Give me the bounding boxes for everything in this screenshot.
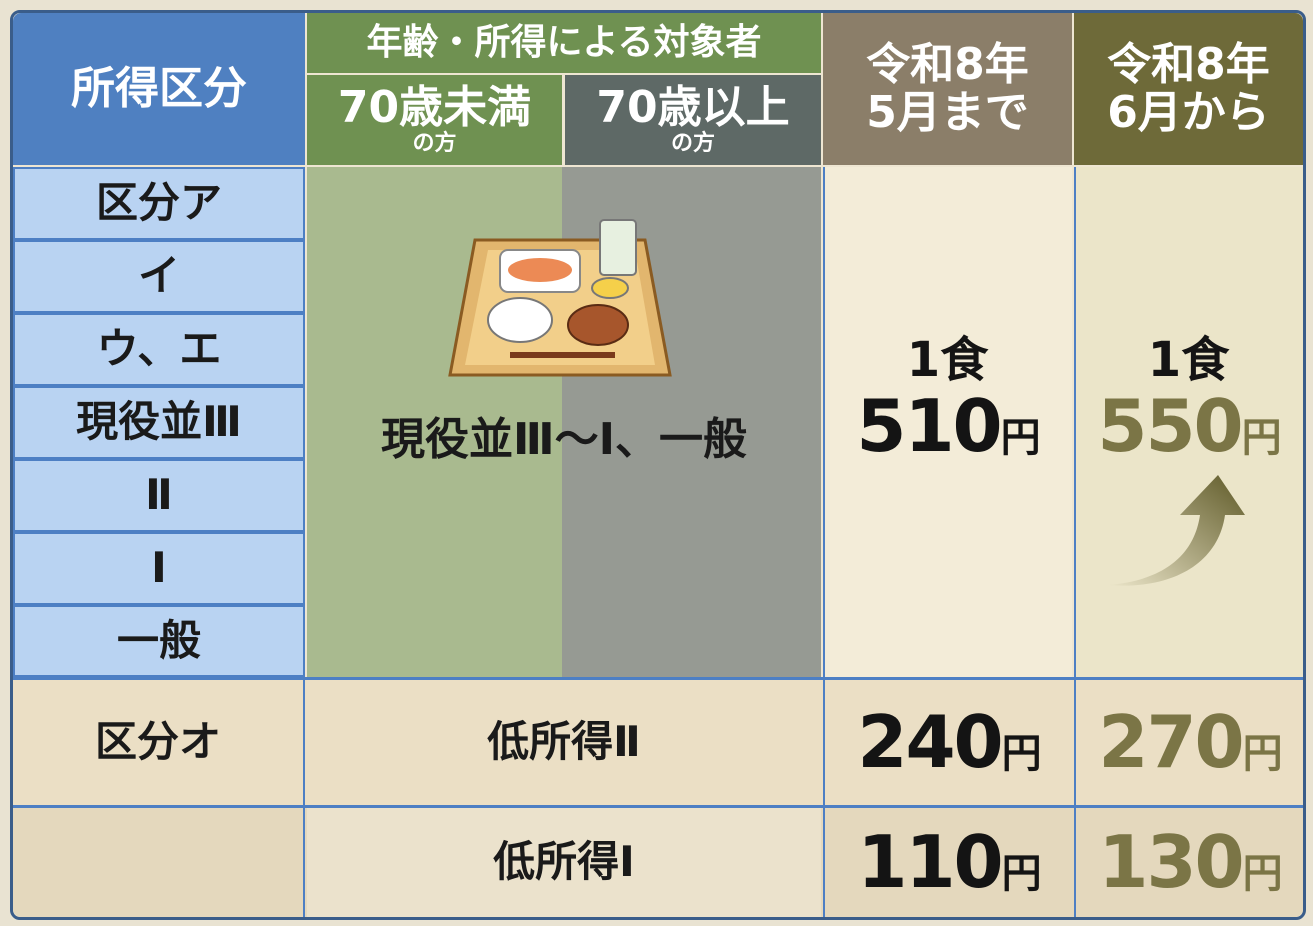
class-cell: Ⅰ <box>13 532 305 605</box>
class-text: Ⅱ <box>145 470 173 520</box>
row-bg <box>13 677 1303 805</box>
cell-bg <box>1074 167 1303 677</box>
class-cell: イ <box>13 240 305 313</box>
header-text: 5月まで <box>866 87 1029 138</box>
header-text: 年齢・所得による対象者 <box>366 22 762 64</box>
per-meal: 1食 <box>1147 332 1230 388</box>
header-cell: 令和8年 6月から <box>1074 13 1303 165</box>
class-cell: ウ、エ <box>13 313 305 386</box>
unit: 円 <box>1242 730 1283 777</box>
class-text: 一般 <box>116 615 201 665</box>
header-cell: 令和8年 5月まで <box>823 13 1072 165</box>
target-text: 低所得Ⅰ <box>493 837 635 887</box>
amount: 240 <box>857 699 1003 784</box>
header-text: 令和8年 <box>866 38 1029 90</box>
amount: 110 <box>857 819 1003 904</box>
header-text: 令和8年 <box>1107 38 1270 90</box>
price: 240円 <box>857 699 1042 784</box>
increase-arrow <box>1108 475 1245 586</box>
target-text: 低所得Ⅱ <box>487 717 641 767</box>
header-text: 所得区分 <box>71 62 247 114</box>
unit: 円 <box>1001 850 1042 897</box>
price-cell: 1食 550円 <box>1074 320 1303 480</box>
amount: 130 <box>1098 819 1244 904</box>
price-cell: 240円 <box>823 680 1072 805</box>
amount: 550 <box>1097 383 1243 468</box>
class-text: 区分ア <box>95 178 222 228</box>
target-text: 現役並Ⅲ～Ⅰ、一般 <box>381 413 747 465</box>
class-text: ウ、エ <box>96 324 222 374</box>
class-text: 区分オ <box>94 717 221 767</box>
target-cell: 低所得Ⅰ <box>307 808 821 917</box>
header-text: 70歳以上 <box>596 81 790 133</box>
class-text: Ⅰ <box>151 543 167 593</box>
meal-illustration <box>448 219 672 377</box>
class-cell: 区分ア <box>13 167 305 240</box>
amount: 270 <box>1098 699 1244 784</box>
price: 550円 <box>1097 383 1282 468</box>
price-cell: 270円 <box>1074 680 1303 805</box>
unit: 円 <box>1001 730 1042 777</box>
price: 270円 <box>1098 699 1283 784</box>
price: 130円 <box>1098 819 1283 904</box>
header-text: 70歳未満 <box>337 81 532 133</box>
class-cell <box>13 808 305 917</box>
price-cell: 130円 <box>1074 808 1303 917</box>
class-cell: 一般 <box>13 605 305 677</box>
price: 510円 <box>856 383 1041 468</box>
per-meal: 1食 <box>906 332 989 388</box>
header-cell: 70歳以上 の方 <box>565 75 821 165</box>
class-text: イ <box>137 251 180 301</box>
header-cell: 年齢・所得による対象者 <box>307 13 821 73</box>
unit: 円 <box>1242 850 1283 897</box>
class-cell: 区分オ <box>13 680 305 805</box>
header-suffix: の方 <box>670 131 715 157</box>
class-text: 現役並Ⅲ <box>76 397 242 447</box>
class-cell: 現役並Ⅲ <box>13 386 305 459</box>
class-cell: Ⅱ <box>13 459 305 532</box>
cell-bg <box>823 167 1072 677</box>
header-cell: 所得区分 <box>13 13 305 165</box>
unit: 円 <box>1241 414 1282 461</box>
amount: 510 <box>856 383 1002 468</box>
header-suffix: の方 <box>412 131 457 157</box>
header-text: 6月から <box>1107 87 1270 138</box>
target-text-cell: 現役並Ⅲ～Ⅰ、一般 <box>307 400 821 480</box>
target-cell: 低所得Ⅱ <box>307 680 821 805</box>
unit: 円 <box>1000 414 1041 461</box>
header-cell: 70歳未満 の方 <box>307 75 562 165</box>
price-cell: 110円 <box>823 808 1072 917</box>
price-cell: 1食 510円 <box>823 320 1072 480</box>
price: 110円 <box>857 819 1042 904</box>
